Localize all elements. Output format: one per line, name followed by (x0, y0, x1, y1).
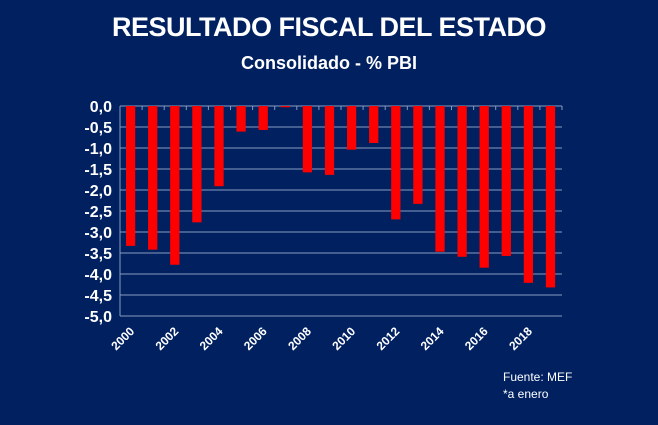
bar-2018 (523, 106, 534, 283)
bar-2006 (258, 106, 268, 130)
bar-2005 (236, 106, 246, 132)
y-tick-label: -1,5 (84, 162, 112, 179)
y-tick-label: 0,0 (90, 99, 112, 116)
x-tick-label: 2004 (197, 324, 226, 353)
y-tick-label: -5,0 (84, 309, 112, 326)
bar-2013 (413, 106, 423, 204)
y-tick-label: -0,5 (84, 120, 112, 137)
bar-2009 (324, 106, 335, 175)
y-tick-label: -3,5 (84, 246, 112, 263)
bar-2000 (125, 106, 136, 246)
x-tick-label: 2014 (418, 324, 447, 353)
source-note: Fuente: MEF (503, 370, 573, 384)
y-tick-label: -1,0 (84, 141, 112, 158)
bar-2012 (391, 106, 401, 220)
footnote: *a enero (503, 387, 549, 401)
x-tick-label: 2002 (153, 324, 182, 353)
bar-2015 (457, 106, 467, 257)
chart-subtitle: Consolidado - % PBI (240, 53, 417, 73)
y-tick-label: -3,0 (84, 225, 112, 242)
x-tick-label: 2000 (108, 324, 137, 353)
x-tick-label: 2008 (285, 324, 314, 353)
bar-2004 (214, 106, 224, 187)
x-tick-label: 2016 (462, 324, 491, 353)
bar-2008 (302, 106, 313, 173)
x-tick-label: 2010 (329, 324, 358, 353)
y-tick-label: -4,5 (84, 288, 112, 305)
x-tick-label: 2006 (241, 324, 270, 353)
bar-2002 (170, 106, 180, 265)
bar-2003 (192, 106, 202, 223)
bar-2007 (280, 106, 290, 108)
y-tick-label: -2,0 (84, 183, 112, 200)
bar-2019 (545, 106, 556, 288)
bar-2014 (435, 106, 445, 252)
y-tick-label: -2,5 (84, 204, 112, 221)
bar-2016 (479, 106, 489, 268)
chart-title: RESULTADO FISCAL DEL ESTADO (111, 12, 547, 42)
bar-2011 (369, 106, 379, 143)
x-tick-label: 2018 (506, 324, 535, 353)
x-tick-label: 2012 (374, 324, 403, 353)
bar-2001 (148, 106, 158, 250)
bar-2017 (501, 106, 511, 256)
bar-2010 (346, 106, 357, 150)
y-tick-label: -4,0 (84, 267, 112, 284)
